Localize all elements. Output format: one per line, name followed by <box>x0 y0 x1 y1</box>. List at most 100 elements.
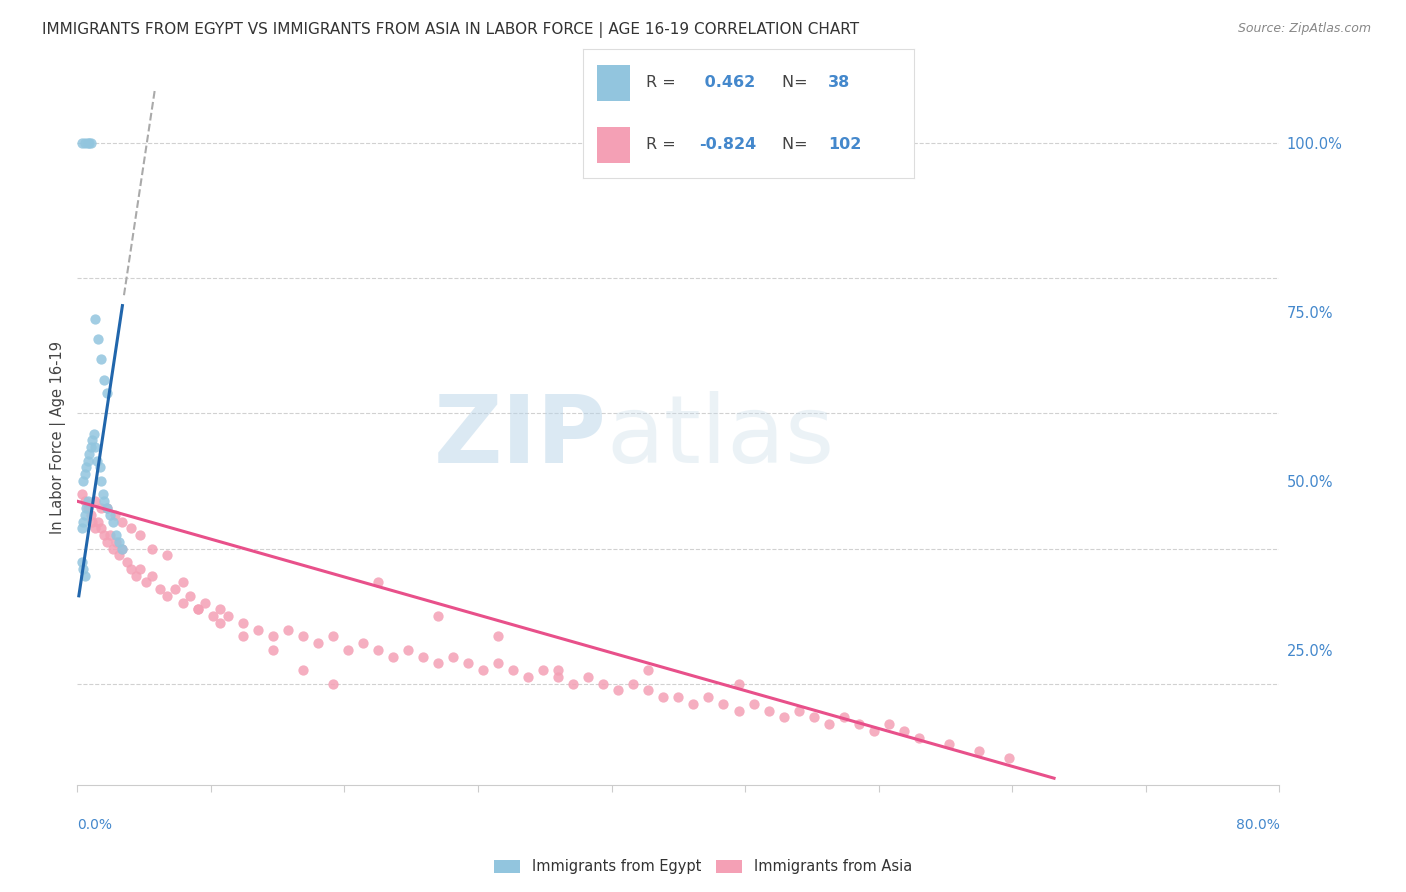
Text: -0.824: -0.824 <box>699 137 756 153</box>
Point <box>486 657 509 671</box>
Point <box>120 521 142 535</box>
Point <box>817 717 839 731</box>
Point <box>652 690 675 705</box>
Point <box>908 731 931 745</box>
Point <box>187 602 209 616</box>
Point <box>209 602 232 616</box>
Point <box>93 528 115 542</box>
Point <box>89 460 111 475</box>
Point <box>592 676 614 690</box>
Point <box>697 690 720 705</box>
Point <box>79 136 101 151</box>
Point <box>727 704 749 718</box>
Point <box>668 690 690 705</box>
Point <box>621 676 644 690</box>
Point <box>96 386 118 401</box>
Text: 38: 38 <box>828 75 851 90</box>
Point <box>90 352 112 367</box>
Point <box>381 649 404 664</box>
Point <box>73 467 96 482</box>
Text: ZIP: ZIP <box>433 391 606 483</box>
Point <box>637 663 659 677</box>
Point <box>73 568 96 582</box>
Text: 0.0%: 0.0% <box>77 818 112 832</box>
Point <box>70 487 93 501</box>
Point <box>502 663 524 677</box>
Point <box>115 555 138 569</box>
Point <box>129 562 152 576</box>
Point <box>472 663 495 677</box>
Point <box>547 670 569 684</box>
Point <box>73 136 96 151</box>
Point <box>758 704 780 718</box>
Point <box>80 136 103 151</box>
Text: Source: ZipAtlas.com: Source: ZipAtlas.com <box>1237 22 1371 36</box>
Text: R =: R = <box>647 137 681 153</box>
Point <box>76 454 98 468</box>
Point <box>277 623 299 637</box>
Text: R =: R = <box>647 75 681 90</box>
Point <box>76 136 98 151</box>
Y-axis label: In Labor Force | Age 16-19: In Labor Force | Age 16-19 <box>51 341 66 533</box>
Point <box>262 629 284 643</box>
Point <box>72 515 94 529</box>
Point <box>742 697 765 711</box>
Point <box>713 697 735 711</box>
Point <box>607 683 630 698</box>
Point <box>96 501 118 516</box>
Point <box>209 615 232 630</box>
Text: IMMIGRANTS FROM EGYPT VS IMMIGRANTS FROM ASIA IN LABOR FORCE | AGE 16-19 CORRELA: IMMIGRANTS FROM EGYPT VS IMMIGRANTS FROM… <box>42 22 859 38</box>
Point <box>103 541 125 556</box>
Point <box>149 582 172 596</box>
Point <box>893 723 915 738</box>
Point <box>486 629 509 643</box>
Point <box>76 494 98 508</box>
Point <box>637 683 659 698</box>
Legend: Immigrants from Egypt, Immigrants from Asia: Immigrants from Egypt, Immigrants from A… <box>488 854 918 880</box>
Point <box>367 643 389 657</box>
Point <box>441 649 464 664</box>
Point <box>73 508 96 522</box>
Text: N=: N= <box>782 137 813 153</box>
Point <box>194 596 217 610</box>
Point <box>80 440 103 454</box>
Point <box>87 332 110 346</box>
Point <box>96 501 118 516</box>
Text: 102: 102 <box>828 137 862 153</box>
Point <box>90 474 112 488</box>
Point <box>105 534 128 549</box>
Point <box>412 649 434 664</box>
Point <box>832 710 855 724</box>
Point <box>562 676 585 690</box>
Point <box>848 717 870 731</box>
Point <box>70 555 93 569</box>
Point <box>86 454 108 468</box>
Point <box>79 447 101 461</box>
Point <box>803 710 825 724</box>
Bar <box>596 127 630 163</box>
Point <box>367 575 389 590</box>
Point <box>427 609 450 624</box>
Point <box>336 643 359 657</box>
Point <box>84 440 107 454</box>
Point <box>125 568 148 582</box>
Point <box>291 629 314 643</box>
Point <box>727 676 749 690</box>
Point <box>156 549 179 563</box>
Point <box>111 541 134 556</box>
Point <box>100 508 122 522</box>
Point <box>517 670 540 684</box>
Text: atlas: atlas <box>606 391 835 483</box>
Point <box>82 515 104 529</box>
Point <box>104 508 127 522</box>
Point <box>232 629 254 643</box>
Text: N=: N= <box>782 75 813 90</box>
Point <box>291 663 314 677</box>
Point <box>141 541 163 556</box>
Point <box>111 515 134 529</box>
Point <box>76 501 98 516</box>
Point <box>105 528 128 542</box>
Point <box>141 568 163 582</box>
Point <box>90 521 112 535</box>
Point <box>201 609 224 624</box>
